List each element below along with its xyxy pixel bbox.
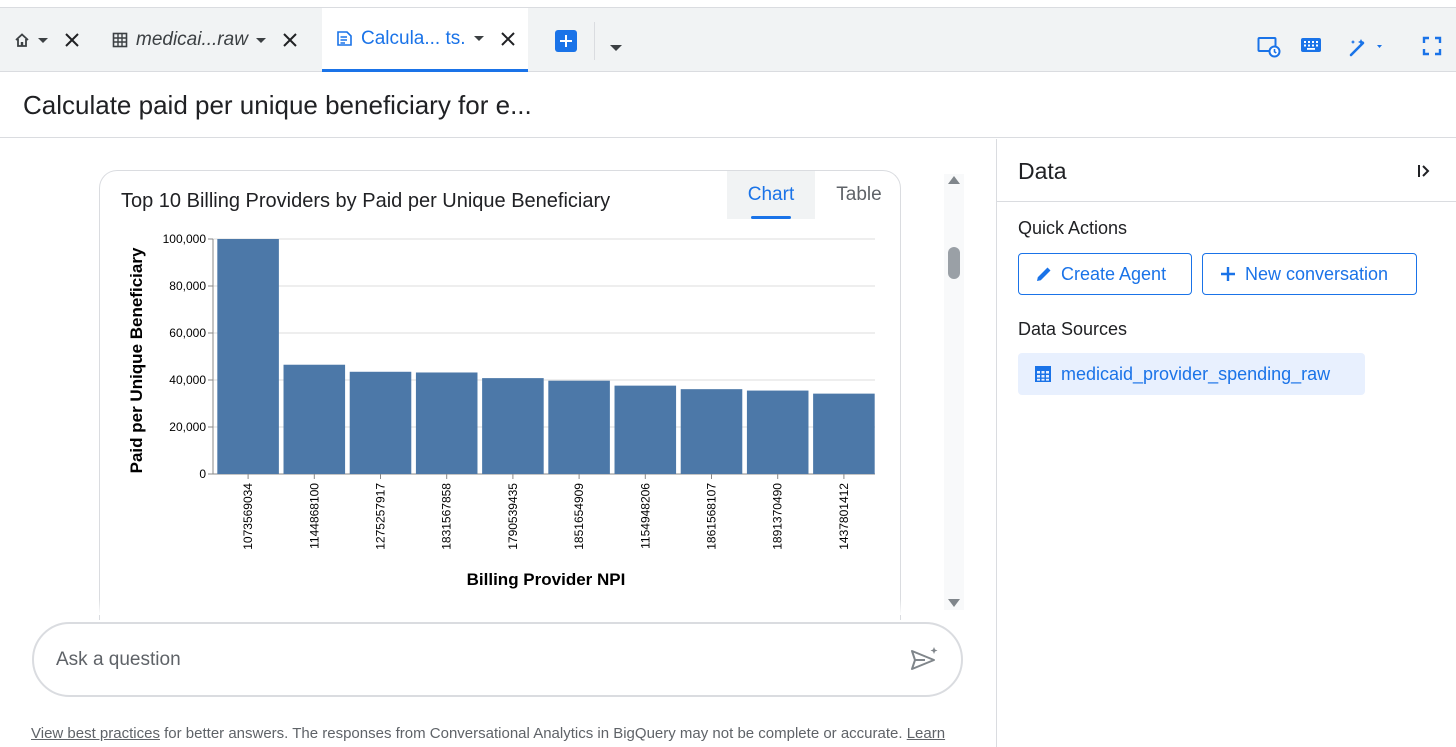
table-tab-dropdown-icon[interactable] — [255, 37, 266, 43]
scrollbar-track[interactable] — [944, 174, 964, 610]
data-source-name: medicaid_provider_spending_raw — [1061, 363, 1331, 384]
data-panel-title: Data — [1018, 158, 1067, 184]
y-tick-label: 40,000 — [169, 373, 206, 387]
conversation-pane: Top 10 Billing Providers by Paid per Uni… — [0, 139, 996, 747]
bar — [415, 372, 478, 474]
tab-conversation-active[interactable]: Calcula... ts. — [322, 8, 528, 72]
y-tick-label: 60,000 — [169, 326, 206, 340]
x-tick-label: 1790539435 — [506, 483, 520, 550]
y-tick-label: 0 — [199, 467, 206, 481]
x-tick-label: 1275257917 — [374, 483, 388, 550]
title-bar: Calculate paid per unique beneficiary fo… — [0, 73, 1456, 138]
plus-icon — [1221, 267, 1235, 281]
table-icon — [112, 32, 128, 48]
x-tick-label: 1891370490 — [771, 483, 785, 550]
x-tick-label: 1851654909 — [572, 483, 586, 550]
data-panel-header: Data — [997, 139, 1456, 202]
ask-box — [32, 622, 963, 697]
y-tick-label: 20,000 — [169, 420, 206, 434]
bar — [680, 389, 743, 474]
bar — [813, 393, 875, 474]
tab-table-label: medicai...raw — [136, 29, 248, 50]
data-sources-label: Data Sources — [1018, 319, 1128, 339]
disclaimer-text: for better answers. The responses from C… — [159, 725, 907, 742]
bar — [349, 371, 412, 474]
tab-separator — [594, 22, 595, 60]
y-axis-title: Paid per Unique Beneficiary — [127, 247, 146, 473]
tab-bar: medicai...raw Calcula... ts. — [0, 8, 1456, 72]
chart-card: Top 10 Billing Providers by Paid per Uni… — [99, 170, 901, 620]
collapse-panel-icon[interactable] — [1417, 163, 1431, 179]
ask-question-input[interactable] — [56, 646, 876, 674]
x-tick-label: 1831567858 — [440, 483, 454, 550]
add-tab-icon[interactable] — [555, 30, 577, 52]
scroll-down-icon[interactable] — [948, 599, 960, 607]
y-tick-label: 80,000 — [169, 279, 206, 293]
best-practices-link[interactable]: View best practices — [31, 725, 160, 742]
quick-actions-label: Quick Actions — [1018, 218, 1128, 238]
page-title: Calculate paid per unique beneficiary fo… — [23, 90, 532, 120]
x-tick-label: 1437801412 — [837, 483, 851, 550]
send-sparkle-icon[interactable] — [909, 646, 941, 674]
data-source-chip[interactable]: medicaid_provider_spending_raw — [1018, 353, 1365, 395]
bar — [217, 239, 279, 474]
home-icon — [15, 33, 29, 47]
close-conversation-tab-icon[interactable] — [500, 31, 516, 47]
fullscreen-icon[interactable] — [1422, 36, 1442, 56]
disclaimer: View best practices for better answers. … — [31, 725, 945, 742]
window-top-strip — [0, 0, 1456, 8]
new-conversation-button[interactable]: New conversation — [1202, 253, 1417, 295]
x-tick-label: 1144868100 — [307, 483, 321, 549]
create-agent-button[interactable]: Create Agent — [1018, 253, 1192, 295]
tab-chart[interactable]: Chart — [727, 171, 815, 219]
data-panel: Data Quick Actions Create Agent New conv… — [997, 139, 1456, 747]
scroll-fade — [0, 599, 996, 615]
pencil-icon — [1037, 267, 1051, 281]
home-tab-dropdown-icon[interactable] — [38, 37, 48, 43]
schedule-monitor-icon[interactable] — [1257, 36, 1281, 58]
bar — [614, 385, 677, 474]
keyboard-icon[interactable] — [1300, 36, 1322, 54]
tab-conversation-label: Calcula... ts. — [361, 27, 466, 49]
bar-chart: 0 20,000 40,000 60,000 80,000 100,000 10735690… — [127, 232, 875, 589]
scrollbar-thumb[interactable] — [948, 247, 960, 279]
x-tick-label: 1861568107 — [705, 483, 719, 550]
x-tick-label: 1073569034 — [241, 483, 255, 550]
x-tick-label: 1154948206 — [638, 483, 652, 549]
tab-table[interactable]: Table — [836, 184, 882, 205]
new-conversation-label: New conversation — [1245, 263, 1389, 284]
bar — [283, 364, 346, 474]
close-home-tab-icon[interactable] — [64, 32, 80, 48]
bar — [746, 390, 809, 474]
bar — [482, 378, 544, 474]
pane-divider[interactable] — [996, 139, 997, 747]
y-tick-label: 100,000 — [163, 232, 207, 246]
bar — [548, 380, 610, 474]
chat-doc-icon — [337, 31, 352, 46]
magic-pen-icon[interactable] — [1348, 36, 1390, 58]
chart-title: Top 10 Billing Providers by Paid per Uni… — [121, 190, 611, 212]
x-axis-title: Billing Provider NPI — [467, 570, 626, 589]
conversation-tab-dropdown-icon[interactable] — [473, 36, 484, 41]
learn-more-link[interactable]: Learn — [906, 725, 946, 742]
create-agent-label: Create Agent — [1061, 263, 1167, 284]
more-tabs-dropdown-icon[interactable] — [610, 45, 622, 51]
table-icon — [1035, 366, 1051, 382]
close-table-tab-icon[interactable] — [282, 32, 298, 48]
tab-home[interactable] — [14, 8, 94, 72]
tab-table-raw[interactable]: medicai...raw — [112, 8, 312, 72]
scroll-up-icon[interactable] — [948, 176, 960, 184]
